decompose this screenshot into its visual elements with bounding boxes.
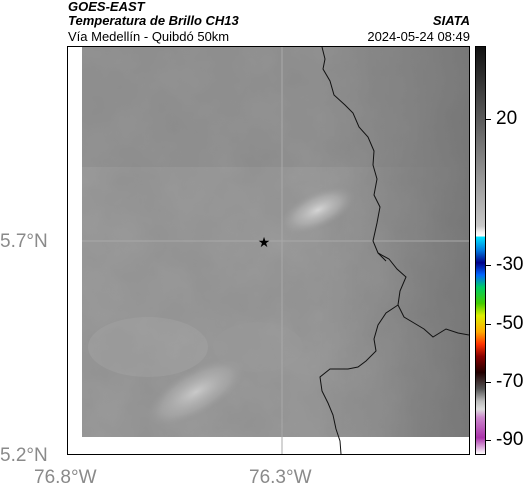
star-icon: ★	[258, 235, 271, 251]
colorbar-tick-label: -70	[496, 371, 524, 392]
colorbar	[475, 46, 486, 455]
satellite-map[interactable]: ★	[68, 47, 469, 454]
y-tick-label: 5.7°N	[0, 231, 48, 252]
colorbar-tick	[486, 324, 491, 325]
colorbar-tick	[486, 382, 491, 383]
colorbar-tick-label: -50	[496, 313, 524, 334]
map-panel[interactable]: ★	[67, 46, 470, 455]
x-tick-label: 76.3°W	[249, 467, 312, 488]
source-label: SIATA	[432, 13, 470, 28]
y-tick-label: 5.2°N	[0, 445, 48, 466]
colorbar-tick	[486, 265, 491, 266]
satellite-title: GOES-EAST	[68, 0, 145, 14]
timestamp-label: 2024-05-24 08:49	[367, 29, 470, 44]
colorbar-tick-label: 20	[496, 108, 518, 129]
boundary-line-branch-2	[377, 252, 387, 262]
product-title: Temperatura de Brillo CH13	[68, 13, 239, 28]
region-subtitle: Vía Medellín - Quibdó 50km	[68, 29, 230, 44]
colorbar-tick-label: -90	[496, 429, 524, 450]
boundary-line	[319, 47, 407, 454]
colorbar-tick-label: -30	[496, 254, 524, 275]
boundary-line-branch	[397, 304, 469, 338]
colorbar-tick	[486, 119, 491, 120]
colorbar-tick	[486, 440, 491, 441]
x-tick-label: 76.8°W	[34, 467, 97, 488]
